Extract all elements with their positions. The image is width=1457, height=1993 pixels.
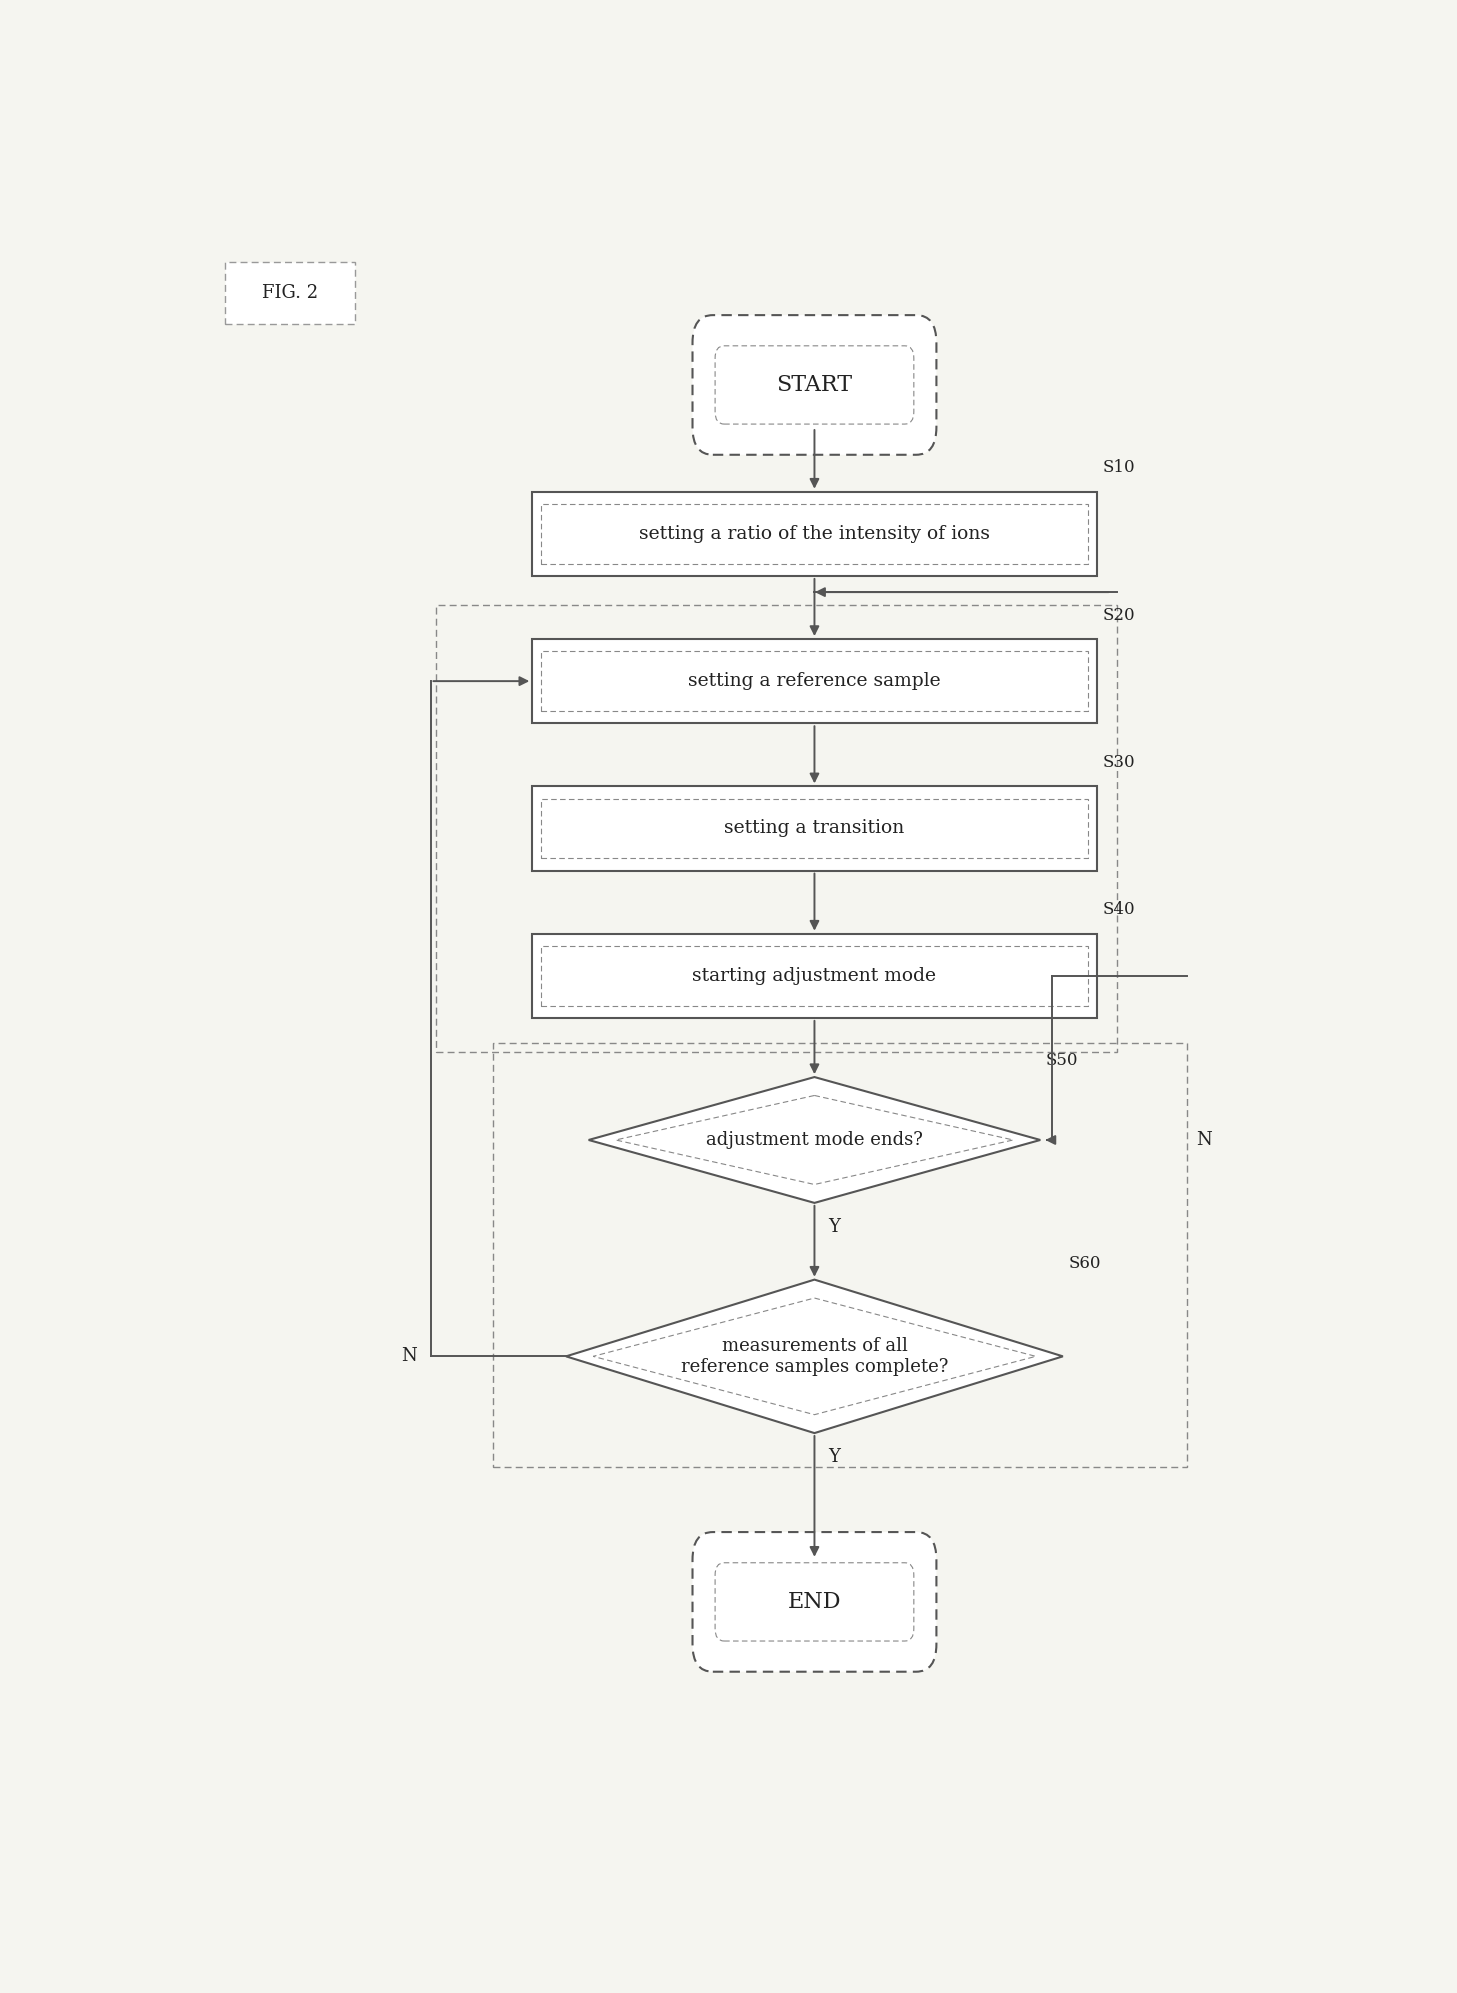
Text: measurements of all
reference samples complete?: measurements of all reference samples co…: [680, 1337, 949, 1375]
Bar: [532, 492, 1097, 576]
Text: N: N: [401, 1347, 417, 1365]
Text: END: END: [788, 1590, 841, 1612]
Text: S10: S10: [1103, 458, 1135, 476]
Bar: [541, 504, 1088, 564]
Text: setting a ratio of the intensity of ions: setting a ratio of the intensity of ions: [640, 524, 989, 542]
Text: adjustment mode ends?: adjustment mode ends?: [707, 1130, 922, 1150]
Text: setting a transition: setting a transition: [724, 819, 905, 837]
Bar: [541, 652, 1088, 712]
Text: S20: S20: [1103, 606, 1135, 624]
Text: FIG. 2: FIG. 2: [262, 283, 318, 301]
Bar: [541, 799, 1088, 859]
FancyBboxPatch shape: [692, 1533, 937, 1672]
Text: Y: Y: [828, 1449, 839, 1467]
Text: S50: S50: [1046, 1052, 1078, 1070]
Text: S30: S30: [1103, 753, 1135, 771]
Text: starting adjustment mode: starting adjustment mode: [692, 967, 937, 985]
Polygon shape: [567, 1280, 1062, 1433]
Bar: [532, 640, 1097, 723]
Bar: [224, 263, 356, 323]
Polygon shape: [589, 1076, 1040, 1204]
Bar: [532, 933, 1097, 1018]
Text: S40: S40: [1103, 901, 1135, 919]
Bar: [532, 787, 1097, 871]
FancyBboxPatch shape: [692, 315, 937, 454]
Text: S60: S60: [1068, 1256, 1101, 1272]
Text: N: N: [1196, 1130, 1212, 1150]
Text: setting a reference sample: setting a reference sample: [688, 672, 941, 690]
Text: START: START: [777, 375, 852, 397]
Text: Y: Y: [828, 1218, 839, 1236]
Bar: [541, 947, 1088, 1006]
Bar: [436, 606, 1118, 1052]
Bar: [492, 1042, 1187, 1467]
